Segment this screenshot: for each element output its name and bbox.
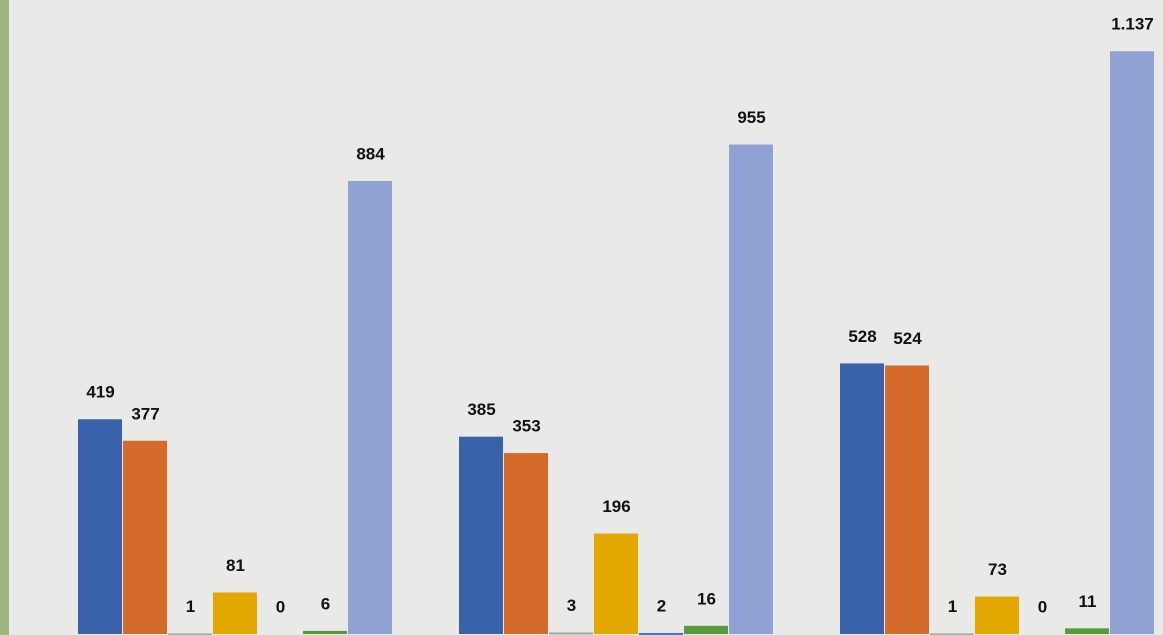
data-label: 81 — [226, 556, 245, 575]
data-label: 1 — [186, 597, 195, 616]
data-label: 353 — [512, 417, 540, 436]
data-label: 6 — [321, 594, 330, 613]
bar — [459, 436, 503, 634]
data-label: 377 — [131, 404, 159, 423]
bar — [840, 363, 884, 634]
data-label: 16 — [697, 589, 716, 608]
data-label: 955 — [737, 108, 765, 127]
bar — [1065, 628, 1109, 634]
data-label: 2 — [657, 596, 666, 615]
data-label: 196 — [602, 497, 630, 516]
bar — [123, 440, 167, 634]
left-edge — [0, 0, 9, 635]
bar — [78, 419, 122, 634]
bar — [549, 632, 593, 635]
data-label: 11 — [1079, 592, 1097, 611]
bar — [684, 625, 728, 634]
data-label: 385 — [467, 400, 495, 419]
bar — [303, 630, 347, 634]
bar — [213, 592, 257, 634]
photo-overlay — [9, 0, 1163, 635]
bar — [1110, 51, 1154, 634]
data-label: 524 — [893, 329, 922, 348]
data-label: 0 — [1038, 597, 1047, 616]
data-label: 3 — [567, 596, 576, 615]
data-label: 0 — [276, 597, 285, 616]
bar — [975, 596, 1019, 634]
data-label: 419 — [86, 383, 114, 402]
data-label: 73 — [988, 560, 1007, 579]
bar — [594, 533, 638, 634]
data-label: 1.137 — [1111, 15, 1154, 34]
bar — [639, 632, 683, 635]
data-label: 884 — [356, 144, 385, 163]
data-label: 1 — [948, 597, 957, 616]
bar — [885, 365, 929, 634]
bar — [504, 453, 548, 634]
bar — [348, 180, 392, 634]
data-label: 528 — [848, 327, 876, 346]
bar — [168, 633, 212, 635]
bar — [729, 144, 773, 634]
bar — [930, 633, 974, 635]
